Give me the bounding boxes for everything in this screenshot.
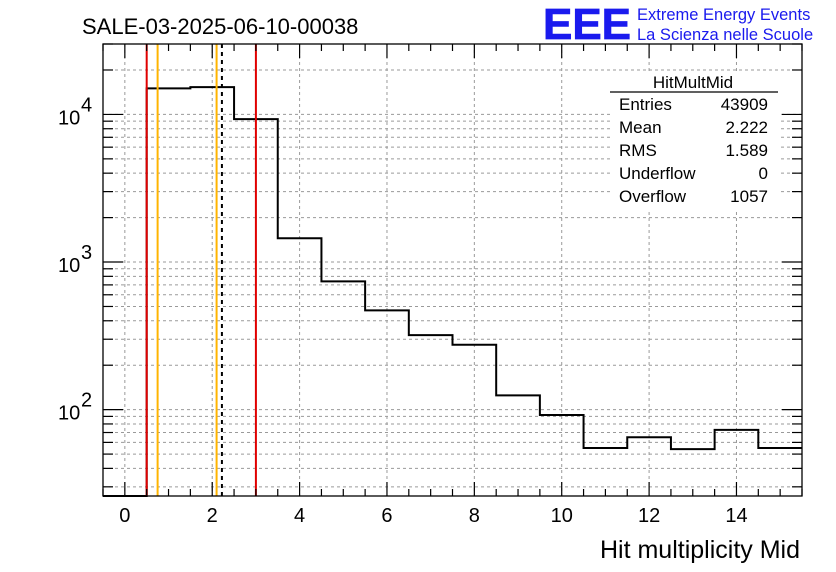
x-tick-label-0: 0 bbox=[119, 505, 130, 527]
y-tick-label-exponent-0: 2 bbox=[81, 390, 92, 412]
x-axis-label: Hit multiplicity Mid bbox=[600, 536, 800, 564]
x-tick-label-5: 10 bbox=[551, 505, 573, 527]
y-tick-label-exponent-2: 4 bbox=[81, 94, 92, 116]
x-tick-label-3: 6 bbox=[381, 505, 392, 527]
y-tick-label-base-2: 10 bbox=[58, 107, 80, 129]
stats-box-background bbox=[610, 72, 778, 210]
stats-value-entries: 43909 bbox=[721, 95, 768, 114]
eee-logo: EEE Extreme Energy Events La Scienza nel… bbox=[543, 0, 814, 49]
x-tick-label-4: 8 bbox=[469, 505, 480, 527]
x-tick-label-1: 2 bbox=[207, 505, 218, 527]
x-tick-label-6: 12 bbox=[638, 505, 660, 527]
stats-label-overflow: Overflow bbox=[619, 187, 687, 206]
axis-ticks bbox=[102, 43, 803, 496]
stats-rows: Entries 43909 Mean 2.222 RMS 1.589 Underflow 0 O… bbox=[619, 95, 768, 206]
marker-lines bbox=[145, 44, 257, 496]
y-tick-label-exponent-1: 3 bbox=[81, 242, 92, 264]
stats-label-mean: Mean bbox=[619, 118, 662, 137]
stats-value-overflow: 1057 bbox=[730, 187, 768, 206]
x-tick-label-2: 4 bbox=[294, 505, 305, 527]
logo-mark: EEE bbox=[543, 0, 631, 49]
stats-title: HitMultMid bbox=[653, 73, 733, 92]
plot-title: SALE-03-2025-06-10-00038 bbox=[82, 14, 358, 39]
logo-line-1: Extreme Energy Events bbox=[637, 6, 810, 24]
logo-line-2: La Scienza nelle Scuole bbox=[637, 26, 813, 44]
stats-box: HitMultMid Entries 43909 Mean 2.222 RMS 1.589… bbox=[610, 72, 778, 210]
stats-label-underflow: Underflow bbox=[619, 164, 696, 183]
y-tick-label-base-0: 10 bbox=[58, 403, 80, 425]
x-tick-label-7: 14 bbox=[725, 505, 747, 527]
histogram-outline bbox=[103, 86, 802, 497]
stats-value-rms: 1.589 bbox=[725, 141, 768, 160]
stats-label-rms: RMS bbox=[619, 141, 657, 160]
stats-label-entries: Entries bbox=[619, 95, 672, 114]
stats-value-underflow: 0 bbox=[759, 164, 768, 183]
stats-value-mean: 2.222 bbox=[725, 118, 768, 137]
x-tick-labels: 0 2 4 6 8 10 12 14 bbox=[119, 505, 747, 527]
y-tick-label-base-1: 10 bbox=[58, 255, 80, 277]
